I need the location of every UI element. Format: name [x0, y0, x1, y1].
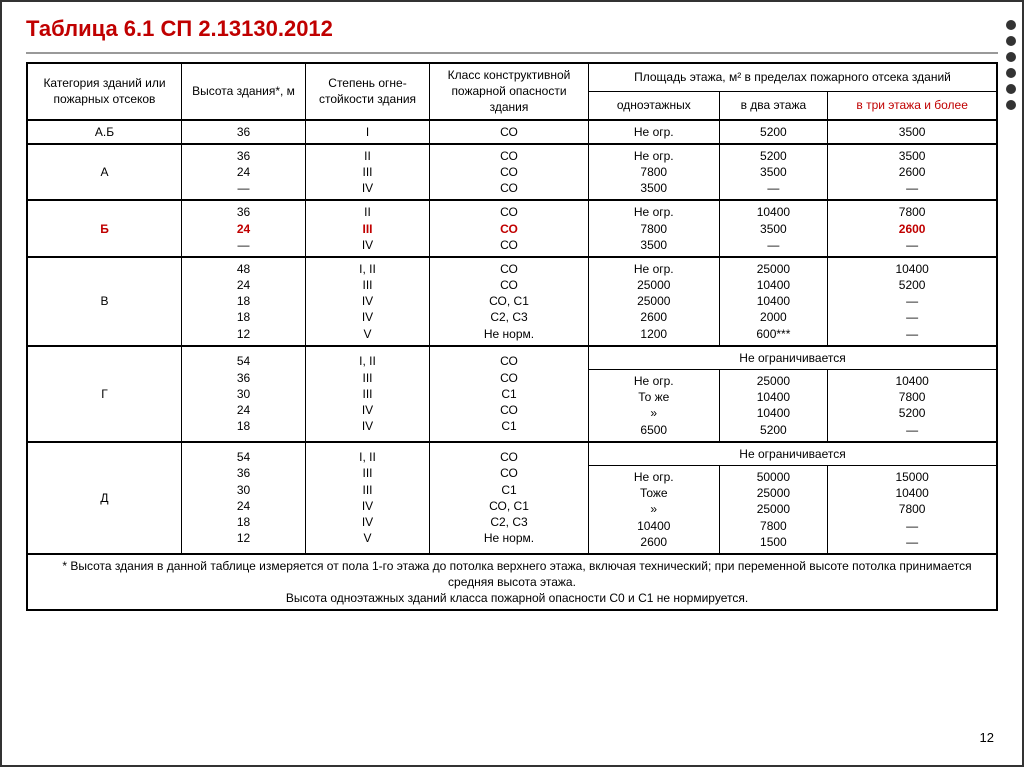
cell-class: СОСОС1СО, С1С2, С3Не норм.: [430, 442, 589, 554]
cell-height: 543630241812: [182, 442, 306, 554]
cell-class: СОСОСО, С1С2, С3Не норм.: [430, 257, 589, 346]
cell-area1: Не огр.78003500: [589, 144, 720, 201]
cell-category: В: [27, 257, 182, 346]
cell-degree: I, IIIIIIVIVV: [306, 257, 430, 346]
footnote: * Высота здания в данной таблице измеряе…: [27, 554, 997, 611]
th-class: Класс конструктивной пожарной опасности …: [430, 63, 589, 120]
slide-container: Таблица 6.1 СП 2.13130.2012 Категория зд…: [0, 0, 1024, 767]
cell-degree: I: [306, 120, 430, 144]
cell-area3: 3500: [828, 120, 997, 144]
data-table: Категория зданий или пожарных отсеков Вы…: [26, 62, 998, 611]
title-underline: [26, 52, 998, 54]
th-degree: Степень огне-стойкости здания: [306, 63, 430, 120]
page-number: 12: [980, 730, 994, 745]
cell-area3: 78002600—: [828, 200, 997, 257]
cell-area1: Не огр.Тоже»104002600: [589, 465, 720, 553]
cell-class: СОСОСО: [430, 144, 589, 201]
th-area1: одноэтажных: [589, 91, 720, 119]
cell-area1: Не огр.То же»6500: [589, 370, 720, 442]
page-title: Таблица 6.1 СП 2.13130.2012: [26, 16, 998, 42]
cell-area-merged: Не ограничивается: [589, 346, 998, 370]
cell-degree: IIIIIIV: [306, 144, 430, 201]
cell-area3: 104005200———: [828, 257, 997, 346]
th-area3: в три этажа и более: [828, 91, 997, 119]
cell-area2: 50000250002500078001500: [719, 465, 828, 553]
cell-height: 3624—: [182, 144, 306, 201]
cell-category: Б: [27, 200, 182, 257]
cell-area3: 15000104007800——: [828, 465, 997, 553]
cell-degree: I, IIIIIIIIIVIV: [306, 346, 430, 442]
cell-area3: 35002600—: [828, 144, 997, 201]
cell-class: СО: [430, 120, 589, 144]
cell-area1: Не огр.78003500: [589, 200, 720, 257]
cell-area2: 2500010400104002000600***: [719, 257, 828, 346]
cell-class: СОСОСО: [430, 200, 589, 257]
th-area-group: Площадь этажа, м² в пределах пожарного о…: [589, 63, 998, 91]
cell-category: Д: [27, 442, 182, 554]
th-category: Категория зданий или пожарных отсеков: [27, 63, 182, 120]
cell-area1: Не огр.250002500026001200: [589, 257, 720, 346]
cell-area2: 2500010400104005200: [719, 370, 828, 442]
cell-height: 4824181812: [182, 257, 306, 346]
cell-area2: 52003500—: [719, 144, 828, 201]
cell-area1: Не огр.: [589, 120, 720, 144]
cell-class: СОСОС1СОС1: [430, 346, 589, 442]
th-area2: в два этажа: [719, 91, 828, 119]
cell-degree: I, IIIIIIIIIVIVV: [306, 442, 430, 554]
cell-category: А: [27, 144, 182, 201]
cell-height: 36: [182, 120, 306, 144]
th-height: Высота здания*, м: [182, 63, 306, 120]
cell-category: Г: [27, 346, 182, 442]
cell-category: А.Б: [27, 120, 182, 144]
cell-area-merged: Не ограничивается: [589, 442, 998, 466]
cell-area2: 5200: [719, 120, 828, 144]
cell-height: 5436302418: [182, 346, 306, 442]
cell-height: 3624—: [182, 200, 306, 257]
cell-degree: IIIIIIV: [306, 200, 430, 257]
cell-area3: 1040078005200—: [828, 370, 997, 442]
cell-area2: 104003500—: [719, 200, 828, 257]
bullet-markers: [1006, 20, 1016, 110]
